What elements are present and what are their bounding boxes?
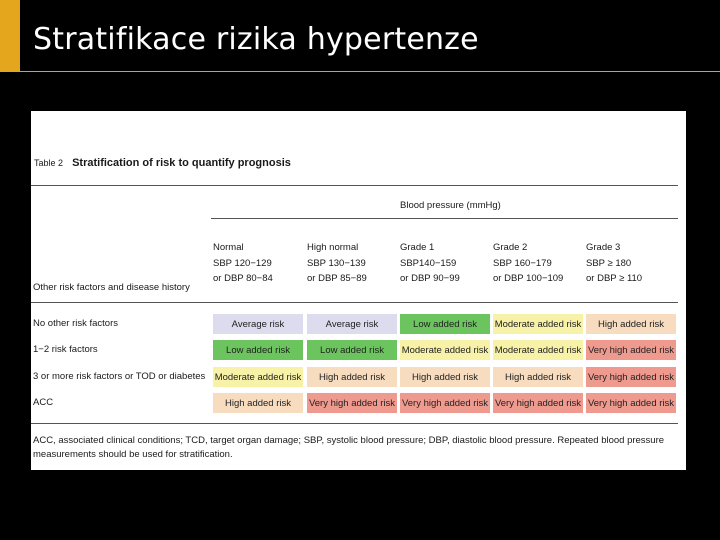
risk-cell: Moderate added risk (493, 314, 583, 334)
row-label-1-2-risk-factors: 1−2 risk factors (33, 344, 98, 355)
blood-pressure-header: Blood pressure (mmHg) (400, 200, 501, 211)
column-header-line: Grade 1 (400, 242, 435, 253)
risk-cell: Very high added risk (307, 393, 397, 413)
table-title: Stratification of risk to quantify progn… (72, 157, 291, 169)
top-rule (31, 185, 678, 186)
column-header-line: SBP 130−139 (307, 257, 366, 269)
risk-cell: Low added risk (307, 340, 397, 360)
table-footnote: ACC, associated clinical conditions; TCD… (33, 435, 665, 460)
table-number: Table 2 (34, 158, 64, 168)
risk-cell: Low added risk (213, 340, 303, 360)
table-bottom-rule (31, 423, 678, 424)
column-header-line: or DBP 90−99 (400, 273, 460, 284)
row-label-no-risk-factors: No other risk factors (33, 318, 118, 329)
column-header-line: SBP ≥ 180 (586, 257, 632, 269)
risk-cell: High added risk (400, 367, 490, 387)
column-header-grade-1: Grade 1 SBP140−159 or DBP 90−99 (400, 240, 490, 287)
column-header-line: or DBP 100−109 (493, 273, 564, 284)
column-header-line: SBP 120−129 (213, 257, 272, 269)
row-header-label: Other risk factors and disease history (33, 282, 190, 293)
column-header-line: Normal (213, 242, 244, 253)
header-bottom-rule (31, 302, 678, 303)
column-header-line: High normal (307, 242, 359, 253)
column-header-line: Grade 3 (586, 242, 621, 253)
risk-cell: Very high added risk (586, 393, 676, 413)
risk-cell: Very high added risk (493, 393, 583, 413)
risk-cell: High added risk (213, 393, 303, 413)
row-label-acc: ACC (33, 397, 54, 408)
column-header-line: Grade 2 (493, 242, 528, 253)
risk-cell: Very high added risk (586, 340, 676, 360)
risk-cell: High added risk (493, 367, 583, 387)
title-accent-bar (0, 0, 20, 72)
column-header-line: or DBP 80−84 (213, 273, 273, 284)
risk-cell: Very high added risk (586, 367, 676, 387)
table-caption: Table 2 Stratification of risk to quanti… (34, 157, 291, 169)
slide-title-bar: Stratifikace rizika hypertenze (0, 0, 720, 72)
scanned-table-image: Table 2 Stratification of risk to quanti… (31, 111, 686, 470)
risk-cell: Average risk (307, 314, 397, 334)
risk-cell: Very high added risk (400, 393, 490, 413)
column-header-line: SBP 160−179 (493, 257, 552, 269)
column-header-grade-2: Grade 2 SBP 160−179 or DBP 100−109 (493, 240, 583, 287)
column-header-grade-3: Grade 3 SBP ≥ 180 or DBP ≥ 110 (586, 240, 676, 287)
row-label-3-or-more: 3 or more risk factors or TOD or diabete… (33, 371, 206, 382)
column-header-normal: Normal SBP 120−129 or DBP 80−84 (213, 240, 303, 287)
risk-cell: Moderate added risk (493, 340, 583, 360)
column-header-line: or DBP 85−89 (307, 273, 367, 284)
risk-cell: High added risk (586, 314, 676, 334)
slide-title: Stratifikace rizika hypertenze (33, 22, 479, 57)
bp-header-rule (211, 218, 678, 219)
column-header-line: or DBP ≥ 110 (586, 273, 643, 284)
column-header-high-normal: High normal SBP 130−139 or DBP 85−89 (307, 240, 397, 287)
risk-cell: High added risk (307, 367, 397, 387)
risk-cell: Moderate added risk (213, 367, 303, 387)
risk-cell: Low added risk (400, 314, 490, 334)
column-header-line: SBP140−159 (400, 257, 457, 269)
risk-cell: Average risk (213, 314, 303, 334)
risk-cell: Moderate added risk (400, 340, 490, 360)
